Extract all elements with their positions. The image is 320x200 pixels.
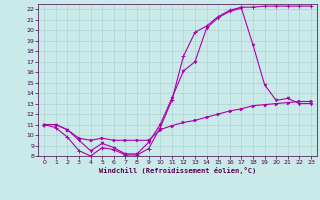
X-axis label: Windchill (Refroidissement éolien,°C): Windchill (Refroidissement éolien,°C) [99, 167, 256, 174]
